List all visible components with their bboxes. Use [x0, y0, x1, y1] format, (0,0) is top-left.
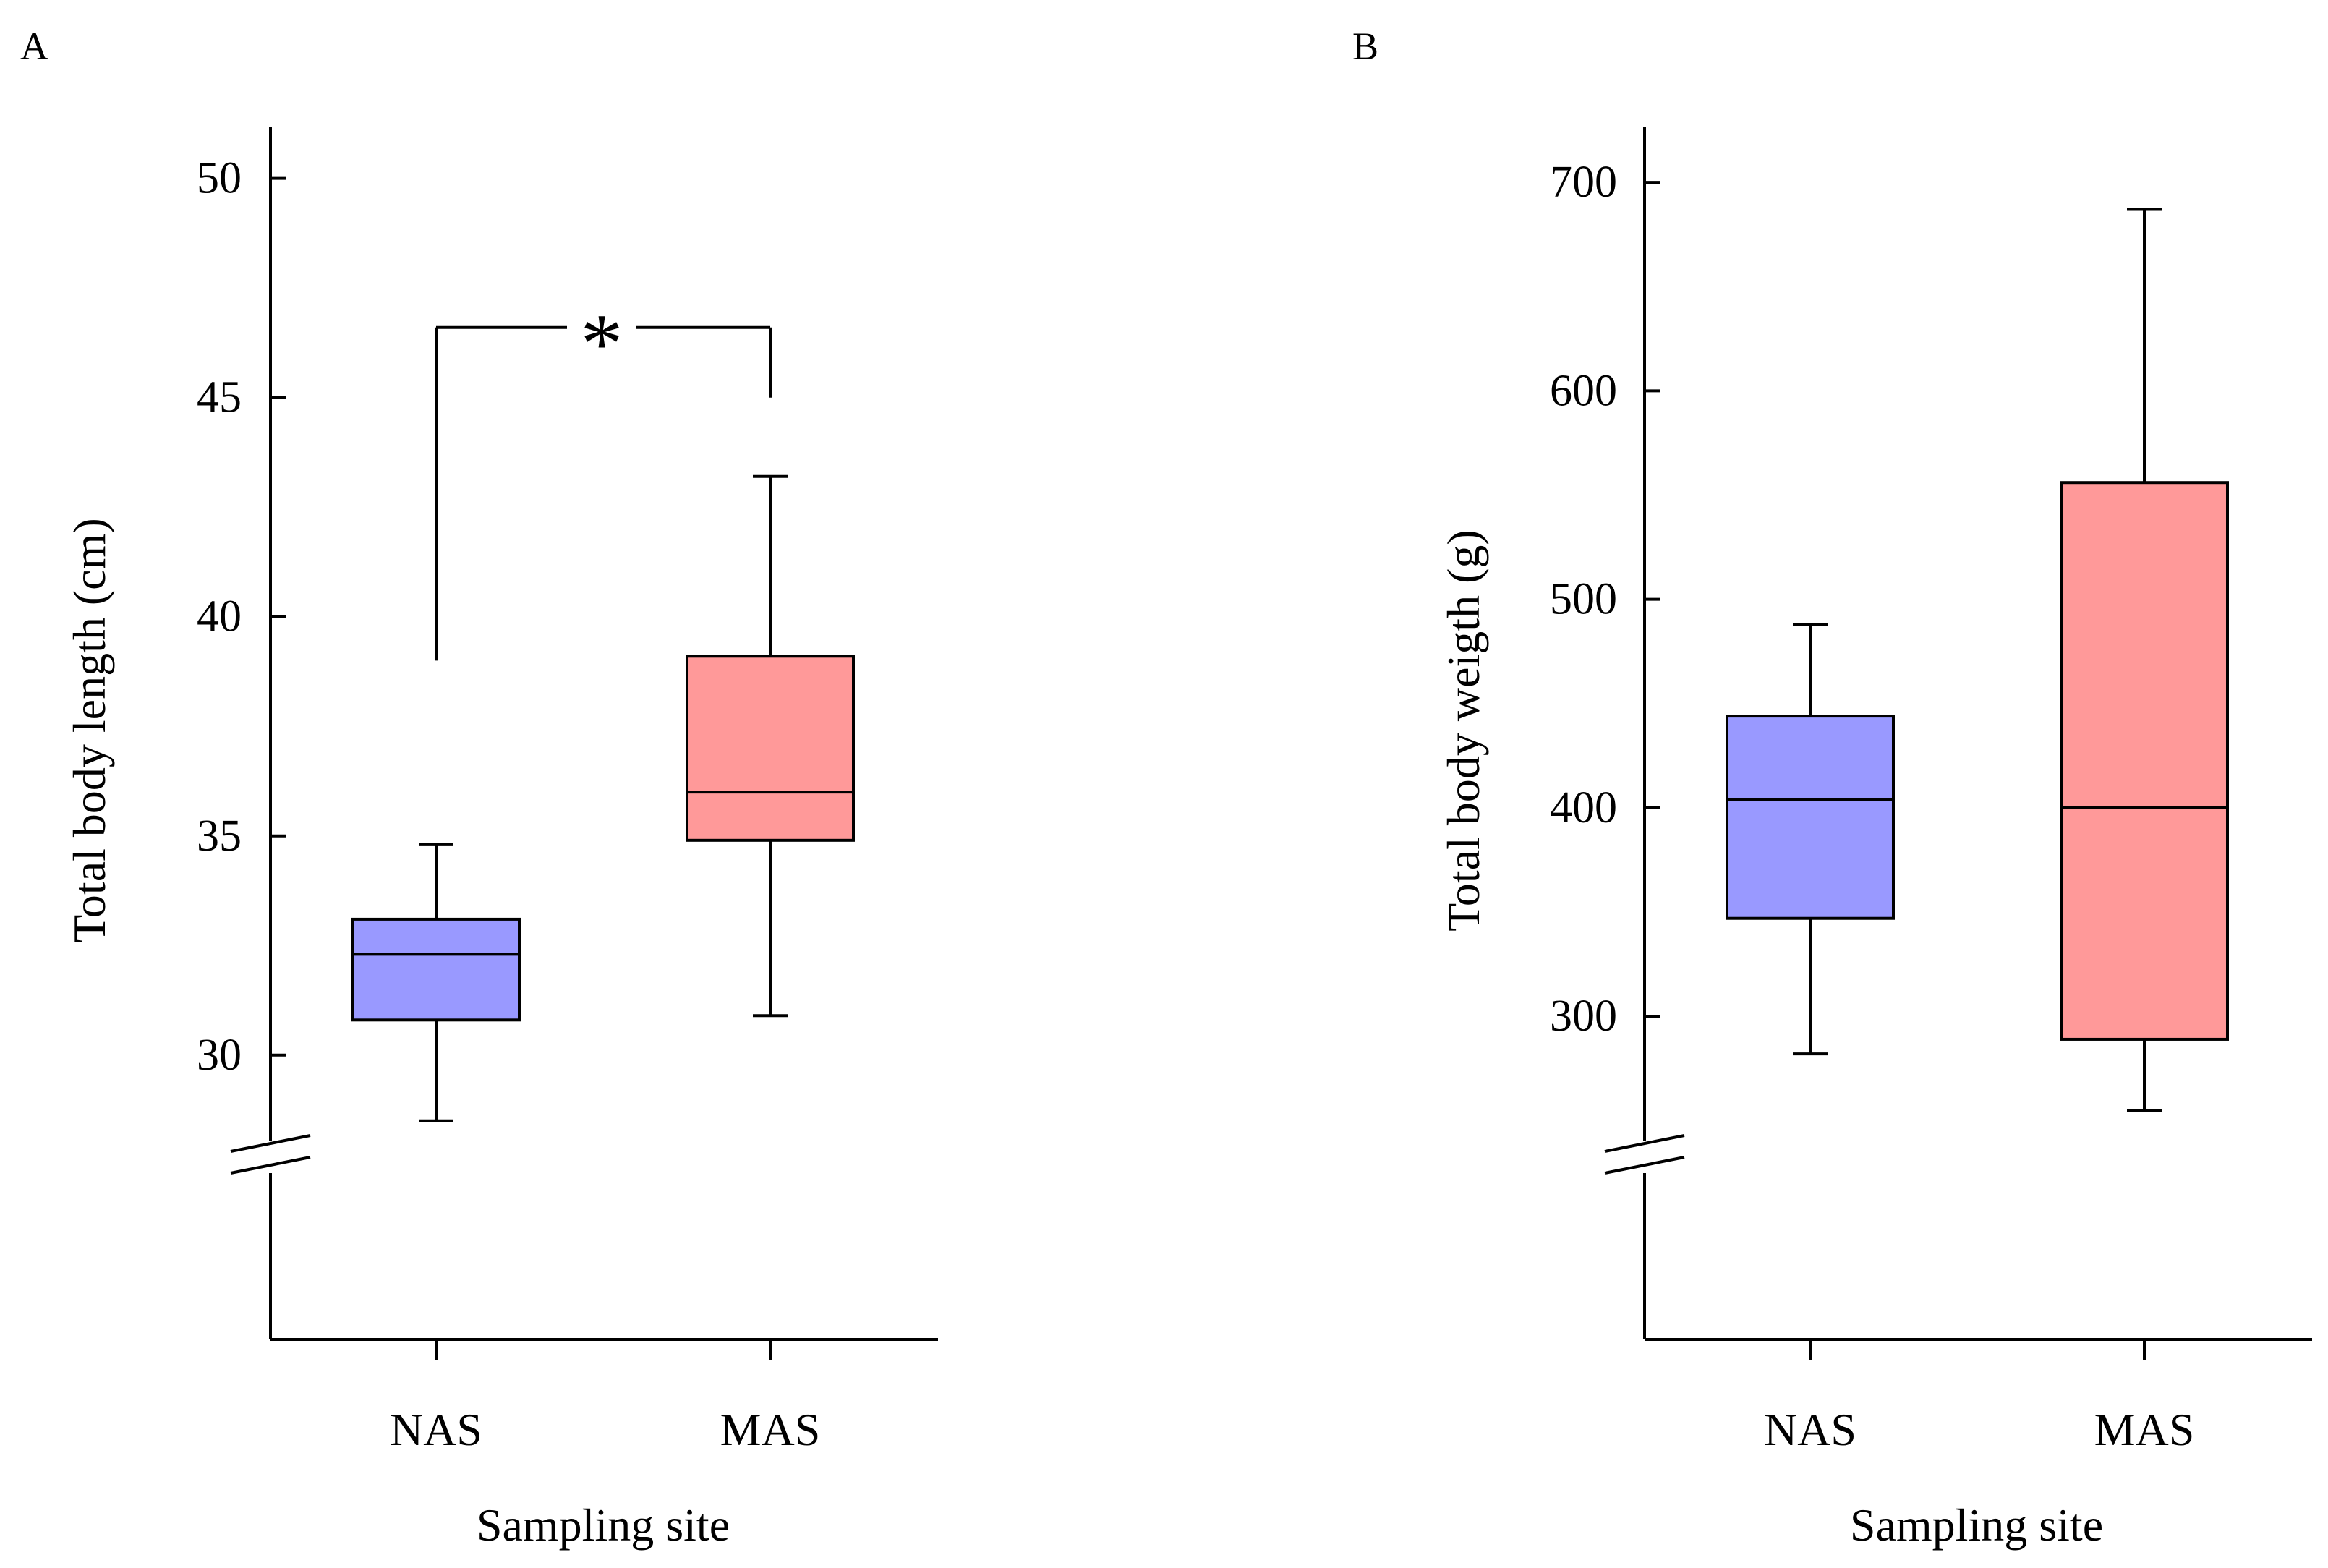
panel-a-axis-break-mark: [230, 1134, 311, 1153]
panel-a-category-mas: MAS: [720, 1404, 821, 1455]
panel-a-mas-box: [686, 655, 855, 842]
panel-a-significance-star: *: [581, 297, 623, 391]
panel-b-plot: 300 400 500 600 700: [1550, 127, 2312, 1360]
panel-b-axis-break-mark: [1604, 1156, 1685, 1175]
panel-a: A 30 35 40 45 50 * Total body length (cm) Sam…: [20, 25, 938, 1551]
panel-b-y-tick-label: 400: [1550, 783, 1617, 832]
panel-a-category-nas: NAS: [390, 1404, 482, 1455]
panel-a-y-axis-title: Total body length (cm): [64, 518, 115, 942]
panel-b-nas-box: [1726, 715, 1895, 920]
panel-a-y-tick-label: 45: [197, 373, 242, 422]
panel-a-y-tick-label: 35: [197, 811, 242, 861]
panel-b-label: B: [1352, 25, 1378, 68]
panel-b-axis-break-mark: [1604, 1134, 1685, 1153]
panel-a-nas-box: [351, 917, 521, 1022]
panel-a-x-axis-title: Sampling site: [477, 1499, 730, 1551]
panel-a-y-tick-label: 40: [197, 592, 242, 642]
panel-a-axis-break-mark: [230, 1156, 311, 1175]
panel-a-y-tick-label: 50: [197, 154, 242, 203]
panel-b-y-axis-title: Total body weigth (g): [1438, 529, 1489, 931]
panel-a-y-tick-label: 30: [197, 1031, 242, 1080]
panel-a-plot: 30 35 40 45 50 *: [197, 127, 938, 1360]
panel-b-x-axis-title: Sampling site: [1850, 1499, 2103, 1551]
panel-b-y-tick-label: 600: [1550, 366, 1617, 415]
panel-b-category-mas: MAS: [2094, 1404, 2195, 1455]
panel-b-mas-box: [2060, 481, 2229, 1041]
panel-b-y-tick-label: 700: [1550, 158, 1617, 207]
panel-a-label: A: [20, 25, 48, 68]
panel-b-category-nas: NAS: [1764, 1404, 1856, 1455]
panel-b-y-tick-label: 300: [1550, 992, 1617, 1041]
panel-b-y-tick-label: 500: [1550, 575, 1617, 624]
